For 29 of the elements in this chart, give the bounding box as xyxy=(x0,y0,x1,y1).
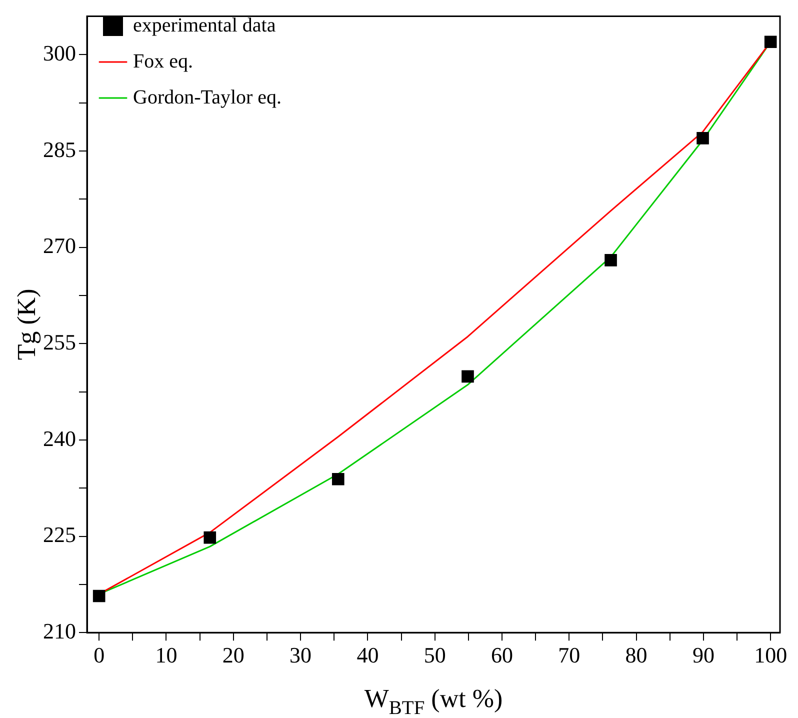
x-tick-label: 0 xyxy=(94,642,105,668)
y-tick-label: 225 xyxy=(43,522,76,548)
point xyxy=(696,132,709,144)
legend-label: Fox eq. xyxy=(133,50,193,72)
x-tick-label: 80 xyxy=(625,642,648,668)
y-tick-label: 210 xyxy=(43,618,76,644)
x-tick-label: 60 xyxy=(490,642,513,668)
y-tick-label: 240 xyxy=(43,426,76,451)
point xyxy=(764,36,777,48)
point xyxy=(204,531,216,544)
y-tick-label: 285 xyxy=(43,136,76,162)
y-tick-label: 255 xyxy=(43,329,76,354)
y-tick-label: 270 xyxy=(43,233,76,258)
legend-label: Gordon-Taylor eq. xyxy=(133,86,282,108)
x-tick-label: 40 xyxy=(356,642,379,668)
x-tick-label: 20 xyxy=(222,642,244,668)
point xyxy=(462,370,474,383)
x-tick-label: 10 xyxy=(155,642,178,668)
y-tick-label: 300 xyxy=(43,40,76,66)
x-tick-label: 70 xyxy=(558,642,580,668)
x-tick-label: 100 xyxy=(754,642,788,668)
x-tick-label: 90 xyxy=(692,642,714,668)
point xyxy=(92,590,106,602)
legend-label: experimental data xyxy=(133,14,276,36)
x-tick-label: 30 xyxy=(290,642,312,668)
point xyxy=(604,254,617,266)
y-axis-title: Tg (K) xyxy=(12,288,41,360)
x-tick-label: 50 xyxy=(424,642,446,668)
point xyxy=(332,472,344,486)
